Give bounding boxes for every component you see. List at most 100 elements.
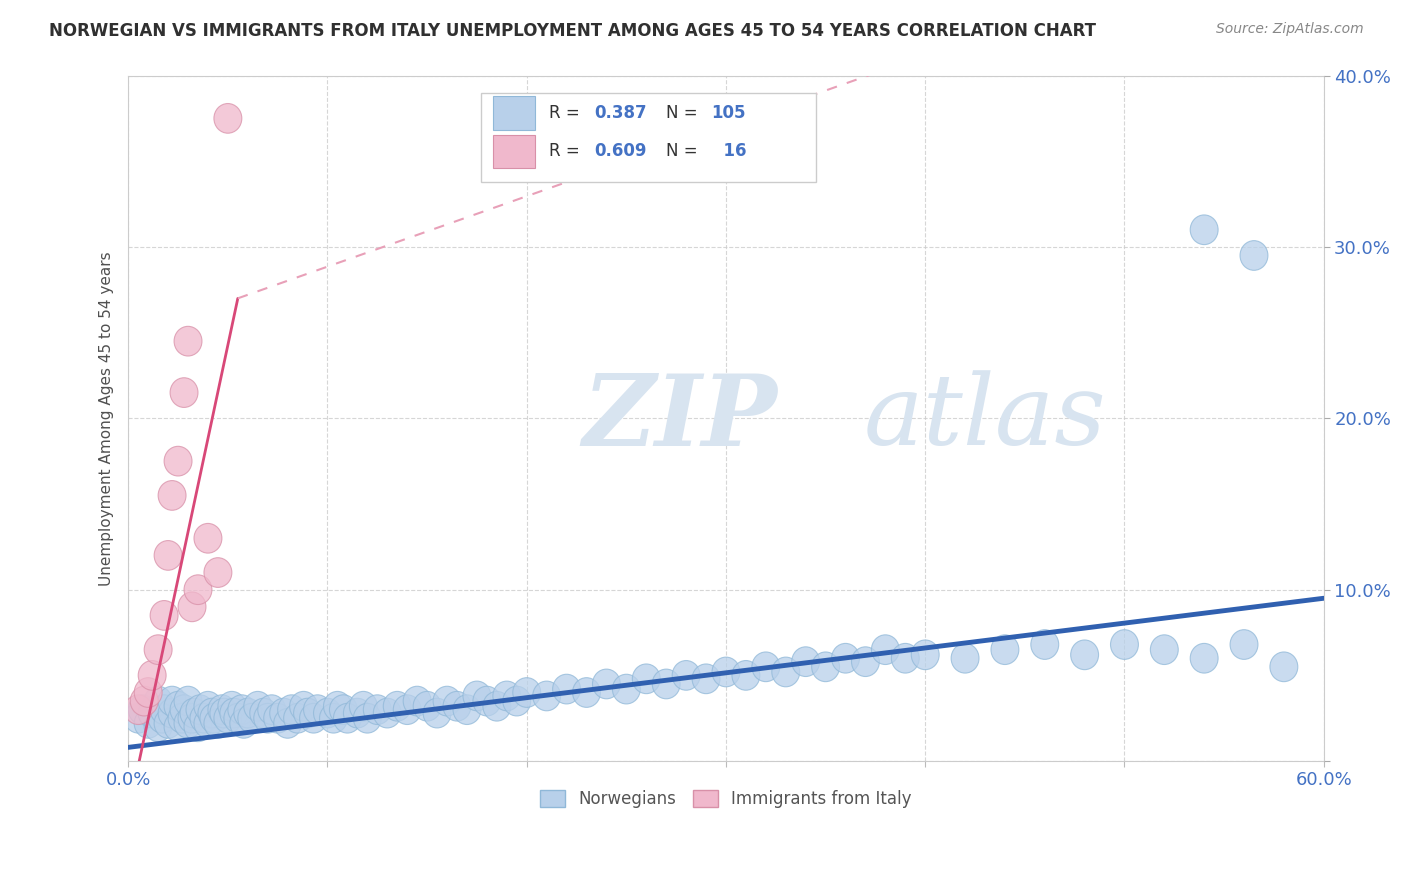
Ellipse shape — [194, 524, 222, 553]
Ellipse shape — [264, 704, 291, 733]
Ellipse shape — [374, 698, 401, 728]
Ellipse shape — [633, 664, 661, 694]
Ellipse shape — [165, 712, 193, 741]
Ellipse shape — [811, 652, 839, 681]
Ellipse shape — [482, 691, 510, 721]
Ellipse shape — [229, 708, 257, 739]
Ellipse shape — [155, 541, 181, 570]
Ellipse shape — [124, 704, 152, 733]
Ellipse shape — [209, 698, 238, 728]
Ellipse shape — [463, 681, 491, 711]
Ellipse shape — [150, 695, 179, 724]
Ellipse shape — [204, 708, 232, 739]
Ellipse shape — [190, 704, 218, 733]
Ellipse shape — [852, 647, 879, 676]
Ellipse shape — [613, 674, 640, 704]
Ellipse shape — [692, 664, 720, 694]
Ellipse shape — [134, 678, 162, 707]
Ellipse shape — [157, 686, 186, 716]
Ellipse shape — [257, 695, 285, 724]
Ellipse shape — [304, 695, 332, 724]
Ellipse shape — [165, 691, 193, 721]
Ellipse shape — [553, 674, 581, 704]
Ellipse shape — [772, 657, 800, 687]
Ellipse shape — [329, 695, 357, 724]
Ellipse shape — [1270, 652, 1298, 681]
Ellipse shape — [353, 704, 381, 733]
Ellipse shape — [423, 698, 451, 728]
Ellipse shape — [1240, 241, 1268, 270]
Text: 0.609: 0.609 — [595, 143, 647, 161]
Ellipse shape — [290, 691, 318, 721]
Ellipse shape — [652, 669, 681, 698]
Ellipse shape — [284, 704, 312, 733]
Ellipse shape — [299, 704, 328, 733]
Ellipse shape — [179, 592, 205, 622]
Legend: Norwegians, Immigrants from Italy: Norwegians, Immigrants from Italy — [533, 783, 918, 814]
Text: 16: 16 — [711, 143, 747, 161]
Text: ZIP: ZIP — [582, 370, 778, 467]
Ellipse shape — [200, 704, 228, 733]
Ellipse shape — [672, 661, 700, 690]
Ellipse shape — [1191, 215, 1218, 244]
Ellipse shape — [274, 708, 302, 739]
Y-axis label: Unemployment Among Ages 45 to 54 years: Unemployment Among Ages 45 to 54 years — [100, 251, 114, 586]
Ellipse shape — [184, 712, 212, 741]
Ellipse shape — [169, 704, 195, 733]
Ellipse shape — [950, 643, 979, 673]
Ellipse shape — [214, 103, 242, 133]
Ellipse shape — [145, 712, 172, 741]
Text: R =: R = — [550, 143, 585, 161]
Ellipse shape — [911, 640, 939, 670]
Ellipse shape — [148, 704, 176, 733]
Ellipse shape — [228, 695, 256, 724]
Ellipse shape — [170, 377, 198, 408]
Ellipse shape — [194, 691, 222, 721]
Ellipse shape — [174, 326, 202, 356]
Ellipse shape — [219, 698, 247, 728]
Ellipse shape — [157, 481, 186, 510]
Ellipse shape — [343, 698, 371, 728]
Ellipse shape — [224, 704, 252, 733]
Ellipse shape — [150, 600, 179, 631]
Ellipse shape — [472, 686, 501, 716]
Ellipse shape — [991, 635, 1019, 665]
Ellipse shape — [1111, 630, 1139, 659]
Ellipse shape — [1071, 640, 1098, 670]
Text: atlas: atlas — [863, 371, 1107, 466]
Text: N =: N = — [666, 143, 703, 161]
Ellipse shape — [872, 635, 900, 665]
Ellipse shape — [218, 691, 246, 721]
Ellipse shape — [1191, 643, 1218, 673]
Ellipse shape — [1150, 635, 1178, 665]
FancyBboxPatch shape — [481, 93, 815, 182]
Ellipse shape — [733, 661, 759, 690]
Ellipse shape — [131, 686, 157, 716]
Text: NORWEGIAN VS IMMIGRANTS FROM ITALY UNEMPLOYMENT AMONG AGES 45 TO 54 YEARS CORREL: NORWEGIAN VS IMMIGRANTS FROM ITALY UNEMP… — [49, 22, 1097, 40]
Ellipse shape — [333, 704, 361, 733]
Ellipse shape — [1230, 630, 1258, 659]
Ellipse shape — [277, 695, 305, 724]
Ellipse shape — [155, 708, 181, 739]
Ellipse shape — [238, 704, 266, 733]
Ellipse shape — [413, 691, 441, 721]
Ellipse shape — [128, 695, 156, 724]
Ellipse shape — [503, 686, 530, 716]
Ellipse shape — [198, 698, 226, 728]
Ellipse shape — [363, 695, 391, 724]
Ellipse shape — [350, 691, 377, 721]
Ellipse shape — [138, 698, 166, 728]
Ellipse shape — [404, 686, 432, 716]
Ellipse shape — [250, 698, 277, 728]
Ellipse shape — [831, 643, 859, 673]
Ellipse shape — [270, 698, 298, 728]
Ellipse shape — [752, 652, 780, 681]
Ellipse shape — [186, 695, 214, 724]
Ellipse shape — [145, 686, 172, 716]
Ellipse shape — [253, 704, 281, 733]
Ellipse shape — [533, 681, 561, 711]
Ellipse shape — [592, 669, 620, 698]
Ellipse shape — [184, 574, 212, 605]
Ellipse shape — [180, 698, 208, 728]
Ellipse shape — [513, 678, 541, 707]
